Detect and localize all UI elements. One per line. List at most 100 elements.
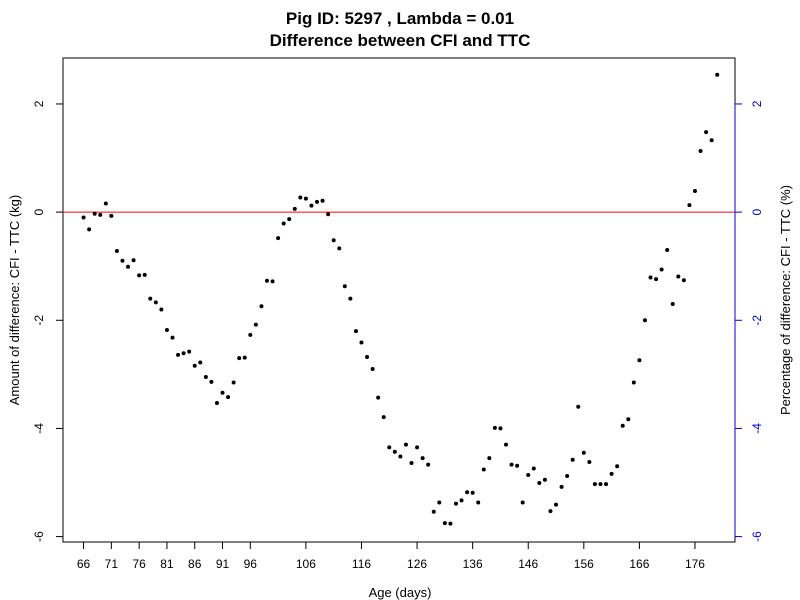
data-point bbox=[214, 401, 219, 406]
data-point bbox=[409, 461, 414, 466]
data-point bbox=[676, 274, 681, 279]
y-tick-label-right: -4 bbox=[750, 423, 764, 434]
x-tick-label: 136 bbox=[463, 557, 483, 571]
data-point bbox=[487, 456, 492, 461]
data-point bbox=[248, 332, 253, 337]
data-point bbox=[420, 456, 425, 461]
data-point bbox=[587, 459, 592, 464]
y-tick-label-left: -4 bbox=[32, 423, 46, 434]
x-tick-label: 76 bbox=[132, 557, 146, 571]
data-point bbox=[81, 215, 86, 220]
x-tick-label: 146 bbox=[518, 557, 538, 571]
data-point bbox=[281, 221, 286, 226]
x-tick-label: 156 bbox=[574, 557, 594, 571]
data-point bbox=[637, 358, 642, 363]
data-point bbox=[387, 445, 392, 450]
data-point bbox=[159, 307, 164, 312]
data-point bbox=[526, 472, 531, 477]
data-point bbox=[142, 272, 147, 277]
x-tick-label: 126 bbox=[407, 557, 427, 571]
data-point bbox=[681, 278, 686, 283]
data-point bbox=[237, 356, 242, 361]
x-axis: 66 71 76 81 86 91 96 106 116 126 136 146 156 166 176 bbox=[77, 541, 705, 571]
x-tick-label: 86 bbox=[188, 557, 202, 571]
chart-subtitle: Difference between CFI and TTC bbox=[270, 31, 531, 50]
x-axis-label: Age (days) bbox=[369, 585, 432, 600]
data-point bbox=[326, 212, 331, 217]
data-point bbox=[298, 195, 303, 200]
data-point bbox=[192, 363, 197, 368]
data-point bbox=[620, 423, 625, 428]
data-point bbox=[453, 501, 458, 506]
data-point bbox=[170, 335, 175, 340]
y-tick-label-left: 0 bbox=[32, 208, 46, 215]
y-tick-label-left: -6 bbox=[32, 531, 46, 542]
x-tick-label: 96 bbox=[244, 557, 258, 571]
data-point bbox=[353, 329, 358, 334]
data-point bbox=[276, 236, 281, 241]
data-point bbox=[203, 375, 208, 380]
y-tick-label-right: 2 bbox=[750, 100, 764, 107]
data-point bbox=[615, 464, 620, 469]
data-point bbox=[515, 463, 520, 468]
data-point bbox=[570, 457, 575, 462]
data-point bbox=[370, 366, 375, 371]
y-axis-left: -6 -4 -2 0 2 bbox=[32, 100, 64, 542]
data-point bbox=[548, 509, 553, 514]
y-axis-label-left: Amount of difference: CFI - TTC (kg) bbox=[7, 195, 22, 405]
x-tick-label: 176 bbox=[685, 557, 705, 571]
data-point bbox=[114, 249, 119, 254]
data-point bbox=[226, 395, 231, 400]
data-point bbox=[126, 264, 131, 269]
data-point bbox=[253, 322, 258, 327]
data-point bbox=[337, 246, 342, 251]
data-point bbox=[292, 206, 297, 211]
y-tick-label-left: 2 bbox=[32, 100, 46, 107]
data-point bbox=[687, 203, 692, 208]
y-tick-label-right: -2 bbox=[750, 315, 764, 326]
data-point bbox=[692, 189, 697, 194]
data-point bbox=[498, 426, 503, 431]
data-point bbox=[87, 227, 92, 232]
data-point bbox=[342, 284, 347, 289]
data-point bbox=[604, 482, 609, 487]
data-point bbox=[704, 130, 709, 135]
data-point bbox=[670, 302, 675, 307]
y-tick-label-left: -2 bbox=[32, 315, 46, 326]
data-point bbox=[465, 490, 470, 495]
data-point bbox=[509, 462, 514, 467]
data-point bbox=[709, 138, 714, 143]
plot-frame bbox=[62, 57, 736, 543]
data-point bbox=[181, 351, 186, 356]
data-point bbox=[98, 212, 103, 217]
data-point bbox=[231, 380, 236, 385]
data-point bbox=[598, 482, 603, 487]
data-point bbox=[476, 500, 481, 505]
data-point bbox=[470, 490, 475, 495]
data-point bbox=[264, 278, 269, 283]
data-point bbox=[187, 349, 192, 354]
data-point bbox=[459, 498, 464, 503]
data-point bbox=[348, 296, 353, 301]
data-point bbox=[565, 474, 570, 479]
data-point bbox=[481, 467, 486, 472]
data-point bbox=[554, 502, 559, 507]
data-point bbox=[220, 390, 225, 395]
data-point bbox=[198, 360, 203, 365]
data-point bbox=[448, 521, 453, 526]
data-point bbox=[642, 318, 647, 323]
data-point bbox=[437, 500, 442, 505]
data-point bbox=[403, 442, 408, 447]
data-point bbox=[309, 203, 314, 208]
data-point bbox=[431, 509, 436, 514]
y-axis-label-right: Percentage of difference: CFI - TTC (%) bbox=[778, 185, 793, 415]
data-point bbox=[581, 450, 586, 455]
data-point bbox=[103, 201, 108, 206]
data-point bbox=[176, 352, 181, 357]
data-point bbox=[542, 477, 547, 482]
data-point bbox=[109, 213, 114, 218]
y-tick-label-right: -6 bbox=[750, 531, 764, 542]
data-point bbox=[537, 481, 542, 486]
data-point bbox=[592, 482, 597, 487]
